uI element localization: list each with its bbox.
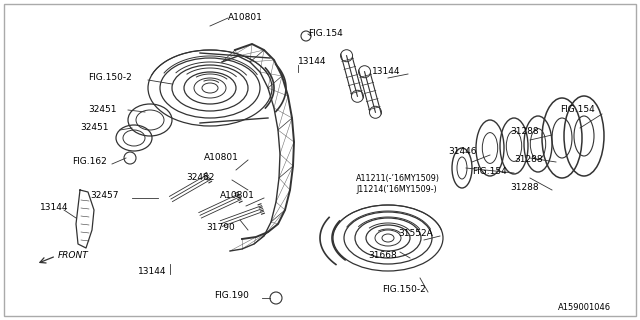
Text: FIG.154: FIG.154	[472, 167, 507, 177]
Text: FIG.154: FIG.154	[308, 29, 343, 38]
Text: 13144: 13144	[298, 58, 326, 67]
Text: FIG.162: FIG.162	[72, 157, 107, 166]
Text: FIG.190: FIG.190	[214, 292, 249, 300]
Text: A10801: A10801	[220, 191, 255, 201]
Text: 31668: 31668	[368, 252, 397, 260]
Text: 31446: 31446	[448, 148, 477, 156]
Text: A159001046: A159001046	[558, 303, 611, 313]
Text: 31288: 31288	[510, 127, 539, 137]
Text: A10801: A10801	[228, 13, 263, 22]
Text: 32457: 32457	[90, 191, 118, 201]
Text: 13144: 13144	[372, 68, 401, 76]
Text: FRONT: FRONT	[58, 252, 89, 260]
Text: A11211(-’16MY1509): A11211(-’16MY1509)	[356, 173, 440, 182]
Text: 13144: 13144	[138, 268, 166, 276]
Text: 32451: 32451	[80, 124, 109, 132]
Text: FIG.154: FIG.154	[560, 106, 595, 115]
Text: J11214(’16MY1509-): J11214(’16MY1509-)	[356, 186, 436, 195]
Text: 13144: 13144	[40, 204, 68, 212]
Text: 31288: 31288	[510, 183, 539, 193]
Text: 31790: 31790	[206, 223, 235, 233]
Text: FIG.150-2: FIG.150-2	[88, 74, 132, 83]
Text: FIG.150-2: FIG.150-2	[382, 285, 426, 294]
Text: 31552A: 31552A	[398, 229, 433, 238]
Text: 31288: 31288	[514, 156, 543, 164]
Text: 32451: 32451	[88, 106, 116, 115]
Text: A10801: A10801	[204, 154, 239, 163]
Text: 32462: 32462	[186, 173, 214, 182]
